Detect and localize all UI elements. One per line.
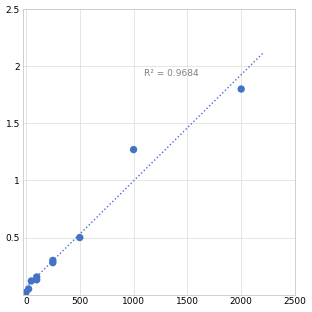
Point xyxy=(50,258,55,263)
Point xyxy=(34,277,39,282)
Point xyxy=(77,235,82,240)
Point xyxy=(34,275,39,280)
Point xyxy=(239,86,244,91)
Point xyxy=(23,290,28,295)
Point xyxy=(29,279,34,284)
Point xyxy=(26,286,31,291)
Point xyxy=(131,147,136,152)
Point xyxy=(50,260,55,265)
Text: R² = 0.9684: R² = 0.9684 xyxy=(144,69,199,78)
